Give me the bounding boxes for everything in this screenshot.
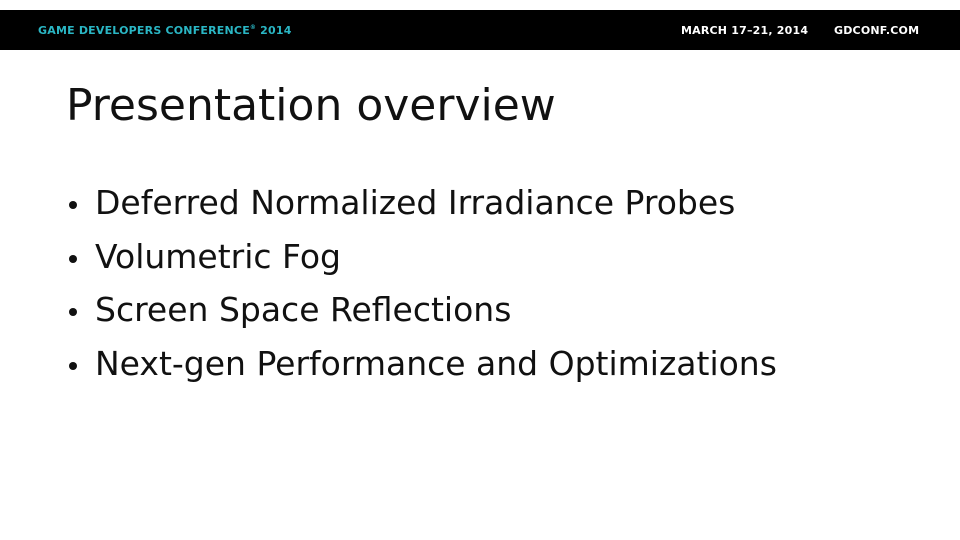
bullet-item: Volumetric Fog [66,233,777,287]
registered-mark: ® [249,24,257,31]
bullet-dot-icon [69,308,77,316]
slide-title: Presentation overview [66,80,556,131]
bullet-text: Volumetric Fog [95,236,341,276]
conference-name-text: GAME DEVELOPERS CONFERENCE [38,24,250,37]
bullet-dot-icon [69,201,77,209]
conference-dates: MARCH 17–21, 2014 [681,24,809,37]
conference-website: GDCONF.COM [834,24,920,37]
bullet-item: Next-gen Performance and Optimizations [66,340,777,394]
conference-header-bar: GAME DEVELOPERS CONFERENCE® 2014 MARCH 1… [0,10,960,50]
bullet-dot-icon [69,361,77,370]
bullet-dot-icon [69,254,77,263]
conference-name: GAME DEVELOPERS CONFERENCE® 2014 [38,10,292,50]
bullet-text: Next-gen Performance and Optimizations [95,343,777,383]
bullet-item: Deferred Normalized Irradiance Probes [66,179,777,233]
conference-year: 2014 [260,24,292,37]
bullet-item: Screen Space Reflections [66,286,777,340]
bullet-text: Deferred Normalized Irradiance Probes [95,183,736,222]
bullet-text: Screen Space Reflections [95,290,512,329]
bullet-list: Deferred Normalized Irradiance Probes Vo… [66,179,777,393]
